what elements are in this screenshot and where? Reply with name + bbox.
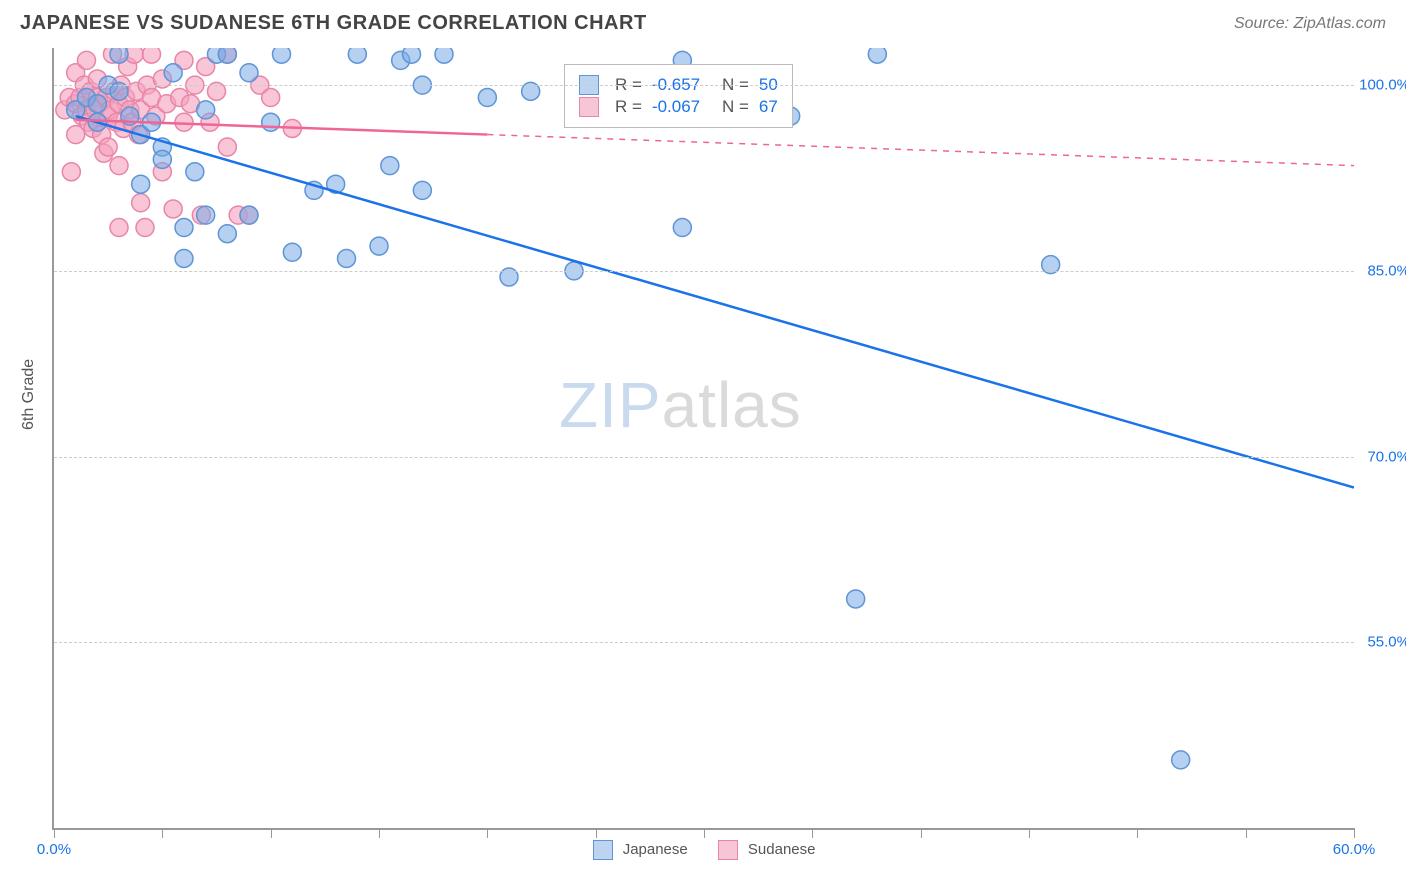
scatter-point [478,89,496,107]
legend-item-japanese: Japanese [593,840,688,860]
y-axis-label: 6th Grade [20,359,38,430]
scatter-point [218,138,236,156]
n-value-sudanese: 67 [759,97,778,117]
scatter-point [1172,751,1190,769]
scatter-point [403,48,421,63]
scatter-point [218,48,236,63]
scatter-point [197,206,215,224]
scatter-point [164,64,182,82]
stats-row-sudanese: R = -0.067 N = 67 [579,97,778,117]
scatter-point [218,225,236,243]
scatter-point [78,51,96,69]
y-tick-label: 55.0% [1358,634,1406,651]
scatter-point [847,590,865,608]
scatter-point [88,95,106,113]
r-label: R = [615,97,642,117]
gridline [54,457,1354,458]
x-tick [54,828,55,838]
legend-label: Sudanese [748,841,816,858]
x-tick [921,828,922,838]
scatter-point [273,48,291,63]
scatter-point [370,237,388,255]
scatter-point [164,200,182,218]
scatter-point [132,194,150,212]
swatch-sudanese [579,97,599,117]
scatter-point [186,163,204,181]
trend-line [76,116,1354,487]
scatter-point [136,219,154,237]
chart-title: JAPANESE VS SUDANESE 6TH GRADE CORRELATI… [20,12,647,35]
x-tick [162,828,163,838]
source-label: Source: ZipAtlas.com [1234,15,1386,33]
x-tick [704,828,705,838]
x-tick-label: 0.0% [37,841,71,858]
gridline [54,642,1354,643]
scatter-point [348,48,366,63]
stats-legend-box: R = -0.657 N = 50 R = -0.067 N = 67 [564,64,793,128]
gridline [54,85,1354,86]
scatter-point [175,219,193,237]
scatter-point [381,157,399,175]
x-tick [812,828,813,838]
y-tick-label: 100.0% [1358,77,1406,94]
scatter-point [413,181,431,199]
x-tick-label: 60.0% [1333,841,1376,858]
scatter-point [868,48,886,63]
scatter-point [132,175,150,193]
scatter-point [110,157,128,175]
scatter-point [338,249,356,267]
scatter-point [153,150,171,168]
x-tick [271,828,272,838]
scatter-point [262,89,280,107]
x-tick [487,828,488,838]
n-label: N = [722,97,749,117]
scatter-point [673,219,691,237]
scatter-point [62,163,80,181]
scatter-point [197,101,215,119]
scatter-point [262,113,280,131]
scatter-svg [54,48,1354,828]
scatter-point [175,249,193,267]
legend-label: Japanese [623,841,688,858]
gridline [54,271,1354,272]
y-tick-label: 85.0% [1358,262,1406,279]
x-tick [379,828,380,838]
legend-item-sudanese: Sudanese [718,840,816,860]
scatter-point [240,206,258,224]
scatter-point [435,48,453,63]
swatch-japanese [593,840,613,860]
x-tick [596,828,597,838]
scatter-point [240,64,258,82]
scatter-point [110,219,128,237]
chart-plot-area: ZIPatlas R = -0.657 N = 50 R = -0.067 N … [52,48,1354,830]
y-tick-label: 70.0% [1358,448,1406,465]
r-value-sudanese: -0.067 [652,97,712,117]
bottom-legend: Japanese Sudanese [54,840,1354,860]
swatch-sudanese [718,840,738,860]
x-tick [1137,828,1138,838]
x-tick [1354,828,1355,838]
trend-line-dashed [487,135,1354,166]
scatter-point [110,48,128,63]
scatter-point [143,48,161,63]
scatter-point [99,138,117,156]
x-tick [1029,828,1030,838]
scatter-point [283,243,301,261]
x-tick [1246,828,1247,838]
